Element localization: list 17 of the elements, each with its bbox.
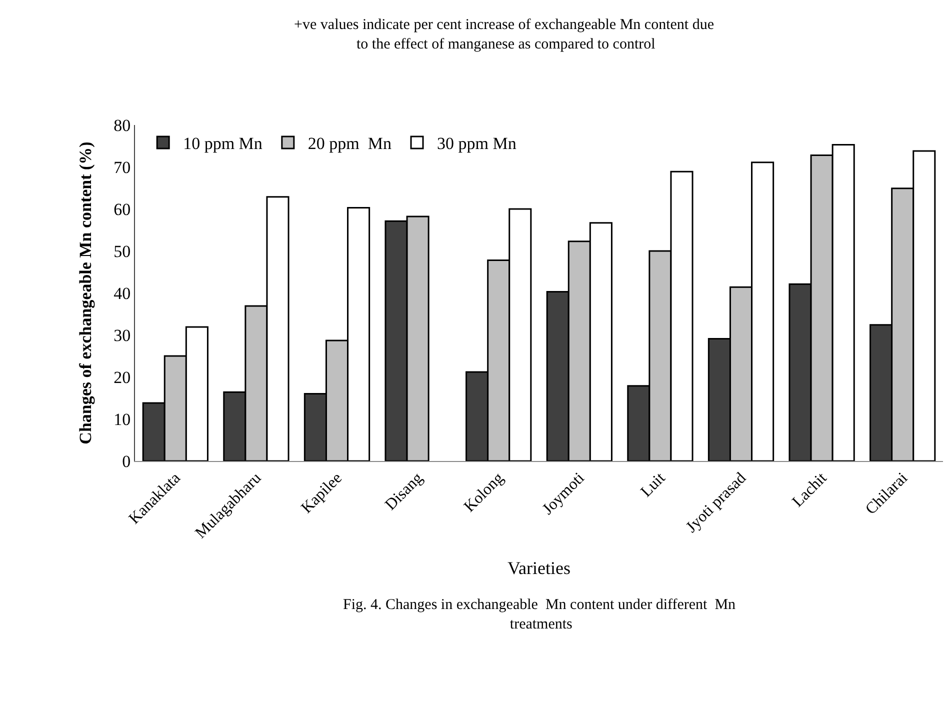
- y-tick-label: 70: [114, 158, 131, 177]
- caption: Fig. 4. Changes in exchangeable Mn content under different Mn treatments: [343, 597, 736, 632]
- chart-title: +ve values indicate per cent increase of exchangeable Mn content due to the effect of manganese as compared to control: [294, 16, 714, 52]
- y-tick-label: 80: [114, 116, 131, 135]
- legend-label: 10 ppm Mn: [183, 134, 263, 154]
- y-tick-label: 40: [114, 284, 131, 303]
- legend-label: 30 ppm Mn: [437, 134, 517, 154]
- x-tick-label: Luit: [638, 469, 670, 501]
- y-tick-label: 30: [114, 326, 131, 345]
- x-axis-title: Varieties: [508, 558, 570, 578]
- y-tick-label: 60: [114, 200, 131, 219]
- y-tick-label: 10: [114, 410, 131, 429]
- y-axis-title: Changes of exchangeable Mn content (%): [76, 142, 95, 444]
- legend-label: 20 ppm Mn: [308, 134, 392, 154]
- y-tick-label: 0: [122, 452, 131, 471]
- y-tick-label: 20: [114, 368, 131, 387]
- y-tick-label: 50: [114, 242, 131, 261]
